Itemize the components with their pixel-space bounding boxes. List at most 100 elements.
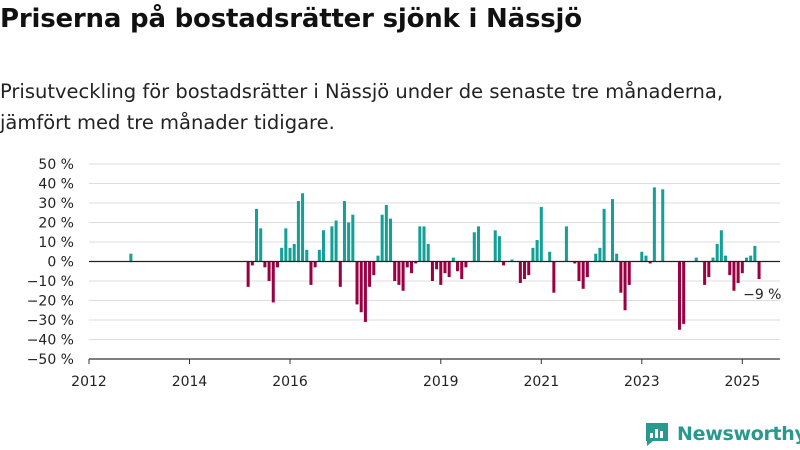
last-value-annotation: −9 % bbox=[743, 287, 781, 303]
newsworthy-logo-icon bbox=[646, 423, 668, 446]
bar bbox=[598, 247, 602, 262]
bar bbox=[502, 261, 506, 266]
x-tick-label: 2016 bbox=[272, 374, 308, 390]
x-tick-label: 2014 bbox=[172, 374, 208, 390]
bar bbox=[263, 261, 267, 268]
bar bbox=[259, 228, 263, 262]
bar bbox=[577, 261, 581, 281]
x-tick-label: 2012 bbox=[71, 374, 107, 390]
y-tick-label: −10 % bbox=[27, 274, 74, 290]
y-tick-label: 40 % bbox=[38, 177, 74, 193]
bar bbox=[430, 261, 434, 281]
bar bbox=[439, 261, 443, 285]
bar bbox=[472, 232, 476, 262]
bar bbox=[493, 230, 497, 262]
bar bbox=[703, 261, 707, 285]
bar bbox=[539, 206, 543, 262]
bar bbox=[292, 243, 296, 262]
bar bbox=[305, 249, 309, 262]
grid-lines bbox=[89, 163, 780, 340]
bar bbox=[393, 261, 397, 281]
y-tick-label: −30 % bbox=[27, 313, 74, 329]
bar bbox=[476, 226, 480, 262]
bar bbox=[351, 214, 355, 262]
bar bbox=[711, 257, 715, 262]
bar bbox=[610, 199, 614, 262]
bar bbox=[435, 261, 439, 270]
bar bbox=[334, 220, 338, 262]
bar bbox=[627, 261, 631, 285]
bar bbox=[585, 261, 589, 278]
bar bbox=[414, 261, 418, 264]
bar bbox=[732, 261, 736, 291]
bar bbox=[531, 247, 535, 262]
tick-labels: 50 % 40 % 30 % 20 % 10 % 0 % −10 % −20 % −30 % −4… bbox=[27, 157, 760, 390]
bar bbox=[535, 240, 539, 262]
x-tick-label: 2019 bbox=[423, 374, 459, 390]
x-tick-label: 2025 bbox=[724, 374, 760, 390]
bar bbox=[594, 253, 598, 262]
bar bbox=[757, 261, 761, 280]
y-tick-label: 0 % bbox=[47, 255, 74, 271]
bar bbox=[736, 261, 740, 283]
bar bbox=[246, 261, 250, 287]
x-tick-label: 2021 bbox=[523, 374, 559, 390]
bar bbox=[644, 255, 648, 262]
bar bbox=[301, 193, 305, 262]
bar bbox=[313, 261, 317, 268]
bar bbox=[267, 261, 271, 281]
bar bbox=[363, 261, 367, 322]
bar bbox=[602, 208, 606, 262]
chart-subtitle: Prisutveckling för bostadsrätter i Nässj… bbox=[0, 80, 724, 134]
bar bbox=[707, 261, 711, 278]
bar bbox=[384, 204, 388, 262]
bar bbox=[694, 257, 698, 262]
bar bbox=[250, 261, 254, 266]
bar bbox=[715, 243, 719, 262]
y-tick-label: −50 % bbox=[27, 352, 74, 368]
bar bbox=[728, 261, 732, 276]
bar bbox=[389, 218, 393, 262]
bar bbox=[640, 251, 644, 262]
y-tick-label: 30 % bbox=[38, 196, 74, 212]
bar bbox=[271, 261, 275, 303]
bar bbox=[409, 261, 413, 274]
bar bbox=[418, 226, 422, 262]
bar bbox=[322, 230, 326, 262]
y-tick-label: 50 % bbox=[38, 157, 74, 173]
bar bbox=[744, 257, 749, 262]
axes bbox=[88, 260, 780, 364]
bar bbox=[342, 201, 346, 262]
bar bbox=[677, 261, 681, 330]
bar bbox=[255, 208, 259, 262]
bar bbox=[510, 259, 514, 262]
y-tick-label: 10 % bbox=[38, 235, 74, 251]
bar bbox=[338, 261, 342, 287]
bar bbox=[372, 261, 376, 276]
bar bbox=[347, 222, 351, 262]
bar bbox=[296, 201, 300, 262]
bar bbox=[422, 226, 426, 262]
bar bbox=[376, 255, 380, 262]
bar bbox=[652, 187, 656, 262]
bar bbox=[275, 261, 279, 268]
newsworthy-logo: Newsworthy bbox=[644, 419, 800, 449]
bar bbox=[518, 261, 522, 283]
chart-title: Priserna på bostadsrätter sjönk i Nässjö bbox=[0, 4, 582, 34]
bar bbox=[288, 247, 292, 262]
brand-name: Newsworthy bbox=[677, 423, 800, 445]
bar bbox=[460, 261, 464, 280]
bar bbox=[426, 243, 430, 262]
bar bbox=[661, 189, 665, 262]
bar bbox=[552, 261, 556, 293]
bars bbox=[129, 187, 761, 330]
bar bbox=[380, 214, 384, 262]
bar bbox=[464, 261, 468, 268]
bar bbox=[129, 253, 133, 262]
bar bbox=[573, 261, 577, 264]
y-tick-label: −40 % bbox=[27, 333, 74, 349]
bar bbox=[497, 236, 501, 262]
bar bbox=[753, 245, 757, 262]
bar bbox=[405, 261, 409, 268]
bar-chart: 50 % 40 % 30 % 20 % 10 % 0 % −10 % −20 % −30 % −4… bbox=[27, 157, 782, 390]
